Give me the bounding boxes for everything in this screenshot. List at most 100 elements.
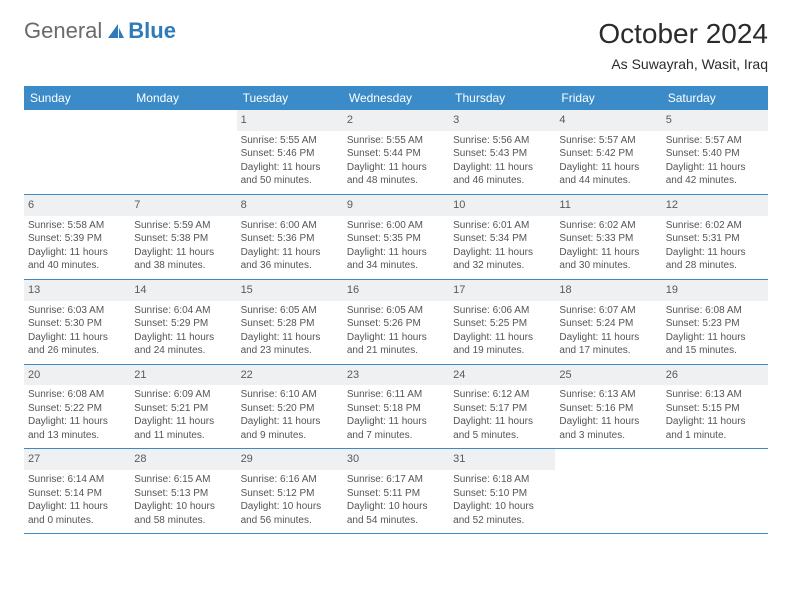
sunset-line: Sunset: 5:40 PM [666,147,764,161]
daylight-line: Daylight: 10 hours and 54 minutes. [347,500,445,527]
day-number: 7 [130,195,236,216]
calendar-cell: 24Sunrise: 6:12 AMSunset: 5:17 PMDayligh… [449,365,555,449]
daylight-line: Daylight: 11 hours and 0 minutes. [28,500,126,527]
daylight-line: Daylight: 11 hours and 38 minutes. [134,246,232,273]
sunset-line: Sunset: 5:15 PM [666,402,764,416]
calendar-cell: 7 Sunrise: 5:59 AMSunset: 5:38 PMDaylight… [130,195,236,279]
sunset-line: Sunset: 5:10 PM [453,487,551,501]
calendar-cell: 3Sunrise: 5:56 AMSunset: 5:43 PMDaylight… [449,110,555,194]
daylight-line: Daylight: 10 hours and 58 minutes. [134,500,232,527]
day-number: 22 [237,365,343,386]
calendar-cell: 10Sunrise: 6:01 AMSunset: 5:34 PMDayligh… [449,195,555,279]
weekday-header: Sunday [24,86,130,110]
sunrise-line: Sunrise: 6:11 AM [347,388,445,402]
weekday-header: Wednesday [343,86,449,110]
sunset-line: Sunset: 5:34 PM [453,232,551,246]
calendar-cell [662,449,768,533]
sunset-line: Sunset: 5:13 PM [134,487,232,501]
weekday-header: Friday [555,86,661,110]
sunset-line: Sunset: 5:25 PM [453,317,551,331]
sunrise-line: Sunrise: 5:56 AM [453,134,551,148]
day-number: 1 [237,110,343,131]
calendar-cell: 29Sunrise: 6:16 AMSunset: 5:12 PMDayligh… [237,449,343,533]
calendar-cell: 9Sunrise: 6:00 AMSunset: 5:35 PMDaylight… [343,195,449,279]
daylight-line: Daylight: 11 hours and 32 minutes. [453,246,551,273]
day-number: 31 [449,449,555,470]
daylight-line: Daylight: 11 hours and 3 minutes. [559,415,657,442]
brand-part1: General [24,18,102,44]
sunset-line: Sunset: 5:30 PM [28,317,126,331]
day-number: 2 [343,110,449,131]
day-number: 11 [555,195,661,216]
weekday-header-row: SundayMondayTuesdayWednesdayThursdayFrid… [24,86,768,110]
weekday-header: Tuesday [237,86,343,110]
sunrise-line: Sunrise: 6:07 AM [559,304,657,318]
sunrise-line: Sunrise: 5:58 AM [28,219,126,233]
calendar: SundayMondayTuesdayWednesdayThursdayFrid… [24,86,768,534]
day-number: 13 [24,280,130,301]
sunrise-line: Sunrise: 6:18 AM [453,473,551,487]
sunset-line: Sunset: 5:20 PM [241,402,339,416]
sunset-line: Sunset: 5:12 PM [241,487,339,501]
daylight-line: Daylight: 11 hours and 28 minutes. [666,246,764,273]
sunrise-line: Sunrise: 6:13 AM [559,388,657,402]
calendar-cell: 31 Sunrise: 6:18 AMSunset: 5:10 PMDayligh… [449,449,555,533]
calendar-cell [555,449,661,533]
sunrise-line: Sunrise: 6:04 AM [134,304,232,318]
calendar-body: 1 Sunrise: 5:55 AM Sunset: 5:46 PM Daylight… [24,110,768,534]
daylight-line: Daylight: 11 hours and 23 minutes. [241,331,339,358]
calendar-cell: 8Sunrise: 6:00 AMSunset: 5:36 PMDaylight… [237,195,343,279]
calendar-cell: 14Sunrise: 6:04 AMSunset: 5:29 PMDayligh… [130,280,236,364]
calendar-week: 13Sunrise: 6:03 AMSunset: 5:30 PMDayligh… [24,280,768,365]
daylight-line: Daylight: 11 hours and 42 minutes. [666,161,764,188]
calendar-week: 20Sunrise: 6:08 AMSunset: 5:22 PMDayligh… [24,365,768,450]
sunrise-line: Sunrise: 6:09 AM [134,388,232,402]
day-number: 23 [343,365,449,386]
sunset-line: Sunset: 5:14 PM [28,487,126,501]
sunset-line: Sunset: 5:21 PM [134,402,232,416]
sunset-line: Sunset: 5:31 PM [666,232,764,246]
day-number: 6 [24,195,130,216]
sunrise-line: Sunrise: 5:59 AM [134,219,232,233]
calendar-cell: 11Sunrise: 6:02 AMSunset: 5:33 PMDayligh… [555,195,661,279]
daylight-line: Daylight: 11 hours and 46 minutes. [453,161,551,188]
day-number: 3 [449,110,555,131]
sunrise-line: Sunrise: 6:05 AM [347,304,445,318]
sunset-line: Sunset: 5:46 PM [241,147,339,161]
daylight-line: Daylight: 11 hours and 48 minutes. [347,161,445,188]
sunrise-line: Sunrise: 6:14 AM [28,473,126,487]
calendar-cell [130,110,236,194]
sunset-line: Sunset: 5:26 PM [347,317,445,331]
sunrise-line: Sunrise: 6:08 AM [666,304,764,318]
sunset-line: Sunset: 5:39 PM [28,232,126,246]
daylight-line: Daylight: 11 hours and 17 minutes. [559,331,657,358]
calendar-cell: 19Sunrise: 6:08 AMSunset: 5:23 PMDayligh… [662,280,768,364]
day-number: 27 [24,449,130,470]
sunrise-line: Sunrise: 6:02 AM [666,219,764,233]
calendar-cell: 6 Sunrise: 5:58 AMSunset: 5:39 PMDaylight… [24,195,130,279]
sunrise-line: Sunrise: 6:17 AM [347,473,445,487]
daylight-line: Daylight: 11 hours and 7 minutes. [347,415,445,442]
daylight-line: Daylight: 11 hours and 40 minutes. [28,246,126,273]
sunset-line: Sunset: 5:18 PM [347,402,445,416]
sunset-line: Sunset: 5:29 PM [134,317,232,331]
day-number: 12 [662,195,768,216]
calendar-week: 6Sunrise: 5:58 AMSunset: 5:39 PMDaylight… [24,195,768,280]
calendar-cell: 21Sunrise: 6:09 AMSunset: 5:21 PMDayligh… [130,365,236,449]
calendar-cell: 30Sunrise: 6:17 AMSunset: 5:11 PMDayligh… [343,449,449,533]
daylight-line: Daylight: 10 hours and 52 minutes. [453,500,551,527]
daylight-line: Daylight: 11 hours and 13 minutes. [28,415,126,442]
daylight-line: Daylight: 11 hours and 15 minutes. [666,331,764,358]
calendar-cell: 18Sunrise: 6:07 AMSunset: 5:24 PMDayligh… [555,280,661,364]
sunset-line: Sunset: 5:23 PM [666,317,764,331]
sunset-line: Sunset: 5:11 PM [347,487,445,501]
calendar-cell: 1Sunrise: 5:55 AMSunset: 5:46 PMDaylight… [237,110,343,194]
sunrise-line: Sunrise: 5:57 AM [666,134,764,148]
title-block: October 2024 As Suwayrah, Wasit, Iraq [598,18,768,72]
calendar-cell: 27 Sunrise: 6:14 AMSunset: 5:14 PMDayligh… [24,449,130,533]
calendar-cell [24,110,130,194]
daylight-line: Daylight: 11 hours and 19 minutes. [453,331,551,358]
calendar-cell: 28Sunrise: 6:15 AMSunset: 5:13 PMDayligh… [130,449,236,533]
sunrise-line: Sunrise: 5:55 AM [347,134,445,148]
sunset-line: Sunset: 5:38 PM [134,232,232,246]
